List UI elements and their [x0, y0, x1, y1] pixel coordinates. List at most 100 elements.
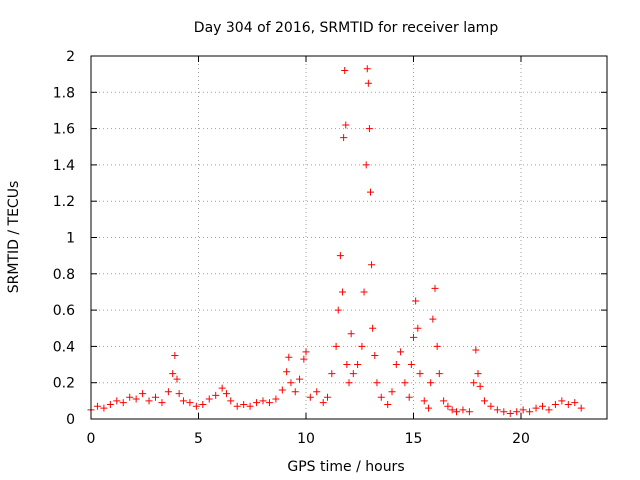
- data-point: [285, 353, 293, 361]
- data-point: [334, 306, 342, 314]
- data-point: [480, 397, 488, 405]
- data-point: [410, 333, 417, 341]
- data-point: [448, 406, 456, 414]
- data-point: [427, 379, 435, 387]
- data-point: [336, 252, 344, 260]
- data-point: [564, 400, 572, 408]
- data-point: [300, 355, 308, 363]
- data-point: [349, 370, 357, 378]
- data-point: [368, 261, 376, 269]
- data-point: [233, 402, 241, 410]
- y-tick-label: 2: [66, 49, 75, 65]
- data-point: [373, 379, 381, 387]
- data-point: [472, 346, 480, 354]
- data-point: [397, 348, 405, 356]
- data-point: [164, 388, 172, 396]
- y-tick-label: 1.4: [53, 158, 75, 174]
- data-point: [363, 65, 371, 73]
- y-axis-label: SRMTID / TECUs: [6, 181, 22, 294]
- data-point: [371, 351, 379, 359]
- data-point: [173, 375, 181, 383]
- data-point: [171, 351, 179, 359]
- data-point: [199, 400, 207, 408]
- data-point: [113, 397, 121, 405]
- data-point: [369, 324, 377, 332]
- data-point: [319, 399, 327, 407]
- data-point: [93, 402, 101, 410]
- data-points: [87, 65, 585, 418]
- data-point: [459, 406, 467, 414]
- data-point: [476, 382, 484, 390]
- x-tick-label: 5: [194, 431, 203, 447]
- data-point: [227, 397, 235, 405]
- data-point: [347, 330, 355, 338]
- x-axis-label: GPS time / hours: [287, 459, 404, 475]
- y-tick-label: 0.6: [53, 303, 75, 319]
- data-point: [362, 161, 370, 169]
- data-point: [513, 408, 521, 416]
- chart-title: Day 304 of 2016, SRMTID for receiver lam…: [194, 20, 499, 36]
- data-point: [506, 410, 514, 418]
- y-tick-label: 1: [66, 231, 75, 247]
- data-point: [139, 390, 147, 398]
- data-point: [339, 288, 347, 296]
- data-point: [358, 342, 366, 350]
- data-point: [265, 399, 273, 407]
- data-point: [253, 399, 261, 407]
- data-point: [212, 391, 220, 399]
- data-point: [388, 388, 396, 396]
- data-point: [240, 400, 248, 408]
- data-point: [425, 404, 433, 412]
- data-point: [246, 402, 254, 410]
- data-point: [278, 386, 286, 394]
- data-point: [345, 379, 353, 387]
- data-point: [405, 393, 413, 401]
- data-point: [519, 406, 527, 414]
- data-point: [493, 406, 501, 414]
- data-point: [152, 393, 159, 401]
- data-point: [551, 400, 559, 408]
- data-point: [218, 384, 226, 392]
- data-point: [431, 284, 439, 292]
- data-point: [341, 67, 349, 75]
- data-point: [106, 400, 114, 408]
- y-tick-label: 0.2: [53, 376, 75, 392]
- data-point: [384, 400, 392, 408]
- y-tick-label: 0.4: [53, 339, 75, 355]
- data-point: [158, 399, 166, 407]
- data-point: [420, 397, 428, 405]
- data-point: [470, 379, 478, 387]
- data-point: [532, 404, 540, 412]
- data-point: [222, 390, 230, 398]
- data-point: [340, 134, 348, 142]
- grid-lines: [91, 56, 607, 419]
- data-point: [474, 370, 482, 378]
- data-point: [444, 402, 452, 410]
- data-point: [500, 408, 508, 416]
- data-point: [407, 361, 415, 369]
- x-tick-label: 20: [512, 431, 530, 447]
- data-point: [360, 288, 368, 296]
- data-point: [259, 397, 267, 405]
- data-point: [401, 379, 409, 387]
- data-point: [539, 402, 546, 410]
- data-point: [119, 399, 127, 407]
- data-point: [324, 393, 331, 401]
- data-point: [132, 395, 140, 403]
- data-point: [283, 368, 291, 376]
- data-point: [545, 406, 553, 414]
- data-point: [343, 361, 351, 369]
- x-tick-label: 10: [297, 431, 315, 447]
- x-tick-label: 0: [87, 431, 96, 447]
- data-point: [416, 370, 424, 378]
- data-point: [364, 79, 372, 87]
- y-tick-labels: 0 0.2 0.4 0.6 0.8 1 1.2 1.4 1.6 1.8 2: [53, 49, 75, 428]
- x-tick-labels: 0 5 10 15 20: [87, 431, 530, 447]
- data-point: [186, 399, 194, 407]
- data-point: [440, 397, 448, 405]
- data-point: [414, 324, 422, 332]
- y-tick-label: 1.2: [53, 194, 75, 210]
- data-point: [332, 342, 340, 350]
